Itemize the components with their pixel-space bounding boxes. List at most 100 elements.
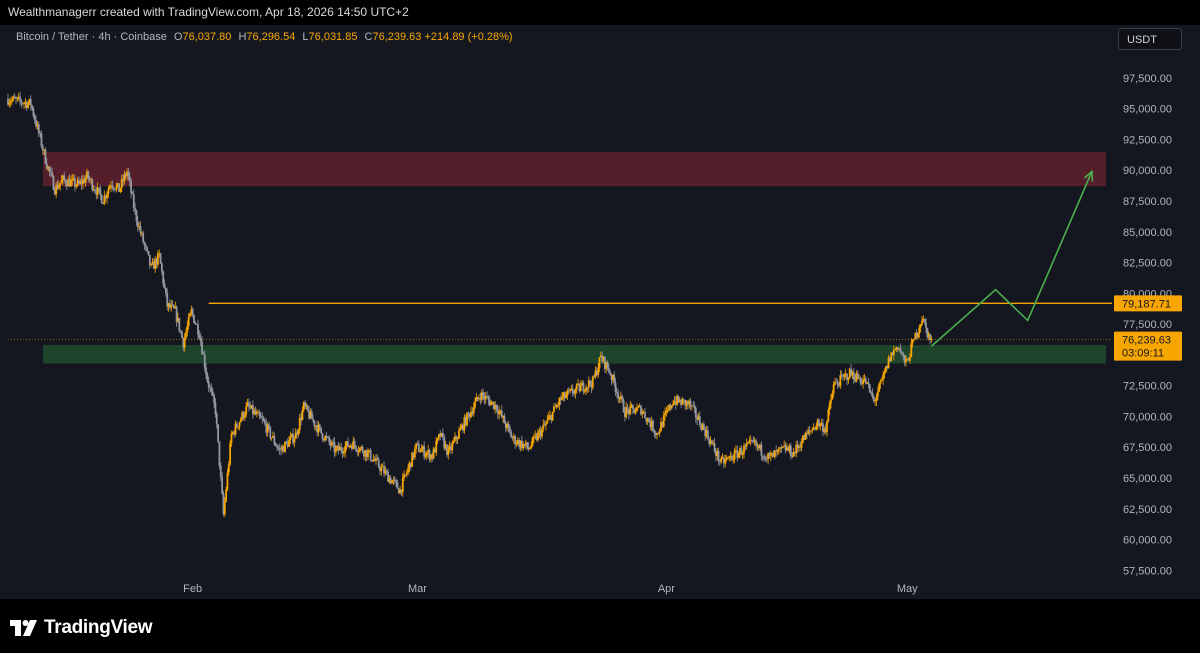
candle-body <box>41 146 44 151</box>
candle-body <box>190 309 193 314</box>
candle-body <box>842 375 844 377</box>
candle-body <box>649 422 652 428</box>
candle-body <box>344 446 347 453</box>
candle-body <box>355 445 357 451</box>
candle-body <box>126 171 128 177</box>
candle-body <box>567 390 570 392</box>
candle-body <box>309 411 312 419</box>
candle-body <box>502 415 505 418</box>
candle-body <box>615 391 618 394</box>
candle-body <box>383 466 385 474</box>
candle-body <box>518 439 521 447</box>
candle-body <box>605 362 608 369</box>
candle-body <box>773 450 776 457</box>
candle-body <box>597 368 600 375</box>
candle-body <box>622 400 625 413</box>
candle-body <box>589 380 592 385</box>
candle-body <box>391 480 393 484</box>
candle-body <box>531 437 534 446</box>
candle-body <box>530 445 533 448</box>
candle-body <box>135 210 138 222</box>
candle-body <box>17 96 20 98</box>
candle-body <box>587 380 590 388</box>
candle-body <box>523 444 526 446</box>
candle-body <box>630 405 633 407</box>
candle-body <box>451 443 454 451</box>
candle-body <box>558 397 561 406</box>
candle-body <box>24 102 27 104</box>
candle-body <box>443 437 446 449</box>
candle-body <box>37 124 40 134</box>
candle-body <box>856 373 859 379</box>
candle-body <box>488 400 491 406</box>
candle-body <box>546 419 549 424</box>
high-value: 76,296.54 <box>246 31 296 43</box>
candle-body <box>930 338 933 341</box>
candle-body <box>33 116 36 121</box>
candle-body <box>143 242 146 246</box>
candle-body <box>247 402 250 407</box>
price-chart[interactable]: 57,500.00 60,000.00 62,500.00 65,000.00 67,5… <box>0 25 1200 599</box>
candle-body <box>492 401 495 409</box>
candle-body <box>207 381 210 388</box>
candle-body <box>585 387 588 392</box>
candle-body <box>835 382 838 383</box>
candle-body <box>745 443 748 447</box>
candle-body <box>79 181 82 184</box>
candle-body <box>827 409 830 422</box>
candle-body <box>139 225 142 233</box>
candle-body <box>356 450 359 452</box>
level-price-tag-text: 79,187.71 <box>1122 298 1171 310</box>
candle-body <box>32 108 35 117</box>
projection-arrowhead <box>1083 169 1094 182</box>
candle-body <box>771 452 774 455</box>
candle-body <box>288 440 290 447</box>
candle-body <box>423 446 426 457</box>
candle-body <box>266 424 269 433</box>
candle-body <box>131 193 134 195</box>
candle-body <box>326 437 329 438</box>
candle-body <box>72 178 75 180</box>
chart-area[interactable]: 57,500.00 60,000.00 62,500.00 65,000.00 67,5… <box>0 25 1200 599</box>
candle-body <box>646 418 649 422</box>
candle-body <box>243 414 246 418</box>
y-tick-label: 97,500.00 <box>1123 73 1172 85</box>
candle-body <box>816 419 819 426</box>
candle-body <box>779 447 782 449</box>
candle-body <box>7 98 9 105</box>
candle-body <box>858 378 860 380</box>
candle-body <box>799 446 802 448</box>
candle-body <box>880 379 883 381</box>
candle-body <box>214 402 217 415</box>
candle-body <box>653 431 656 433</box>
candle-body <box>94 189 96 192</box>
candle-body <box>227 464 230 473</box>
candle-body <box>411 452 414 467</box>
candle-body <box>158 253 161 255</box>
candle-body <box>710 440 713 444</box>
candle-body <box>100 194 103 203</box>
candle-body <box>741 453 744 455</box>
candle-body <box>700 425 703 430</box>
candle-body <box>586 387 589 389</box>
x-tick-label: May <box>897 583 918 595</box>
candle-body <box>138 225 141 228</box>
candle-body <box>371 460 373 462</box>
candle-body <box>87 171 90 179</box>
candle-body <box>474 401 476 408</box>
candle-body <box>21 103 24 105</box>
candle-body <box>628 409 630 415</box>
candle-body <box>43 149 46 151</box>
candle-body <box>233 431 236 435</box>
currency-button[interactable]: USDT <box>1118 28 1182 50</box>
candle-body <box>225 489 228 502</box>
candle-body <box>211 391 214 395</box>
candle-body <box>74 178 76 187</box>
candle-body <box>272 435 274 438</box>
candle-body <box>159 253 162 264</box>
y-tick-label: 70,000.00 <box>1123 411 1172 423</box>
candle-body <box>185 332 187 338</box>
candle-body <box>365 450 368 458</box>
candle-body <box>648 418 650 423</box>
candle-body <box>686 401 689 405</box>
